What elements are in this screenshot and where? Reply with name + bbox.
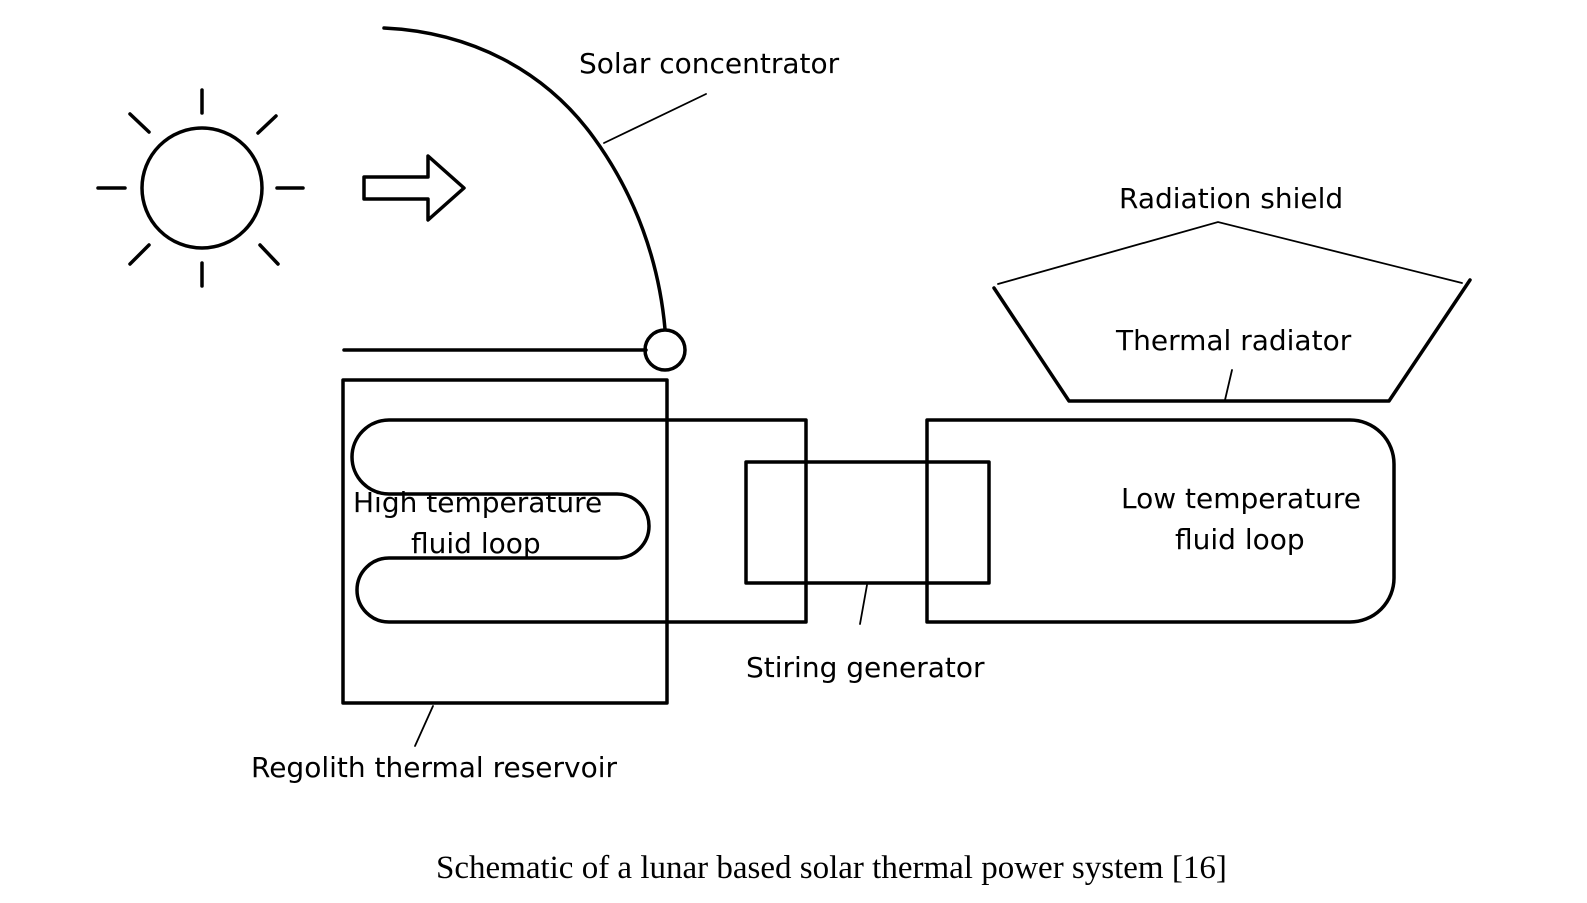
regolith-reservoir-box — [341, 378, 669, 705]
radiation-shield — [997, 221, 1463, 285]
stirling-generator-label: Stiring generator — [746, 651, 985, 684]
thermal-radiator-label: Thermal radiator — [1115, 324, 1352, 357]
regolith-reservoir-label: Regolith thermal reservoir — [251, 751, 618, 784]
stirling-generator-leader — [859, 584, 868, 625]
radiation-shield-label: Radiation shield — [1119, 182, 1343, 215]
high-temp-label-line1: High temperature — [353, 486, 602, 519]
solar-concentrator-leader — [603, 93, 707, 144]
concentrator-pivot — [643, 328, 687, 372]
figure-caption: Schematic of a lunar based solar thermal… — [436, 850, 1227, 886]
thermal-radiator-leader — [1224, 369, 1233, 401]
low-temp-label-line2: fluid loop — [1175, 523, 1305, 556]
solar-concentrator-arc — [382, 26, 667, 331]
high-temp-label-line2: fluid loop — [411, 527, 541, 560]
stirling-generator-box — [744, 460, 991, 585]
right-arrow-icon — [362, 154, 466, 222]
high-temp-fluid-loop — [350, 418, 808, 624]
solar-concentrator-label: Solar concentrator — [579, 47, 840, 80]
low-temp-label-line1: Low temperature — [1121, 482, 1361, 515]
low-temp-fluid-loop — [925, 418, 1396, 624]
thermal-radiator — [992, 278, 1472, 403]
regolith-reservoir-leader — [414, 705, 434, 747]
sun-icon — [96, 88, 305, 288]
